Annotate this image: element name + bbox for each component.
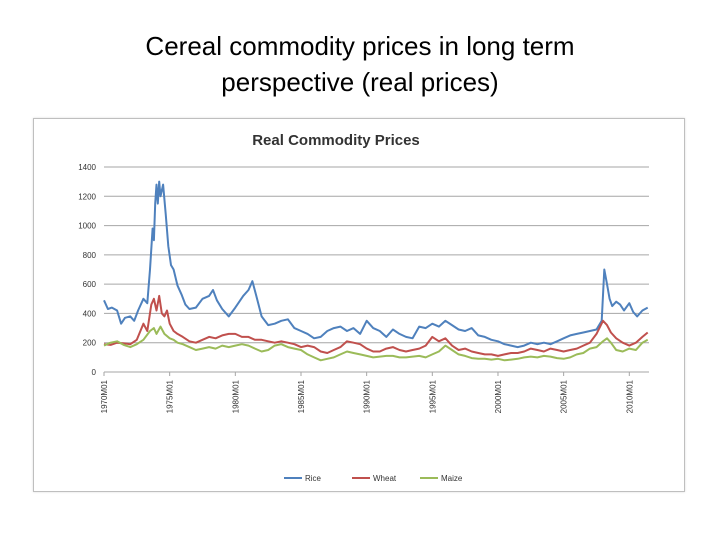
legend-label-rice: Rice xyxy=(305,474,322,483)
x-tick-label: 1975M01 xyxy=(166,379,175,413)
grid-layer xyxy=(104,166,649,373)
x-tick-label: 1980M01 xyxy=(231,379,240,413)
series-line-wheat xyxy=(103,294,649,357)
slide-title-line1: Cereal commodity prices in long term xyxy=(145,31,575,61)
series-layer xyxy=(103,180,649,362)
legend: Rice Wheat Maize xyxy=(284,474,463,483)
legend-label-maize: Maize xyxy=(441,474,463,483)
x-tick-label: 2005M01 xyxy=(560,379,569,413)
line-chart: Real Commodity Prices 0 200 400 600 800 1000 1… xyxy=(78,132,649,483)
y-tick-label: 600 xyxy=(83,280,97,289)
y-tick-label: 1000 xyxy=(78,222,96,231)
chart-frame: Real Commodity Prices 0 200 400 600 800 1000 1… xyxy=(33,118,685,492)
x-tick-label: 1970M01 xyxy=(100,379,109,413)
x-tick-label: 1990M01 xyxy=(363,379,372,413)
x-axis: 1970M01 1975M01 1980M01 1985M01 1990M01 1995M… xyxy=(100,372,634,413)
y-tick-label: 200 xyxy=(83,339,97,348)
y-tick-label: 800 xyxy=(83,251,97,260)
legend-label-wheat: Wheat xyxy=(373,474,397,483)
series-line-rice xyxy=(103,180,649,349)
y-tick-label: 0 xyxy=(92,368,97,377)
series-line-maize xyxy=(103,325,649,362)
y-axis: 0 200 400 600 800 1000 1200 1400 xyxy=(78,163,96,377)
y-tick-label: 400 xyxy=(83,309,97,318)
x-tick-label: 2000M01 xyxy=(494,379,503,413)
chart-title: Real Commodity Prices xyxy=(252,132,420,149)
y-tick-label: 1200 xyxy=(78,192,96,201)
slide-title: Cereal commodity prices in long term per… xyxy=(60,28,660,100)
x-tick-label: 1985M01 xyxy=(297,379,306,413)
y-tick-label: 1400 xyxy=(78,163,96,172)
x-tick-label: 2010M01 xyxy=(625,379,634,413)
x-tick-label: 1995M01 xyxy=(428,379,437,413)
slide-title-line2: perspective (real prices) xyxy=(221,67,499,97)
